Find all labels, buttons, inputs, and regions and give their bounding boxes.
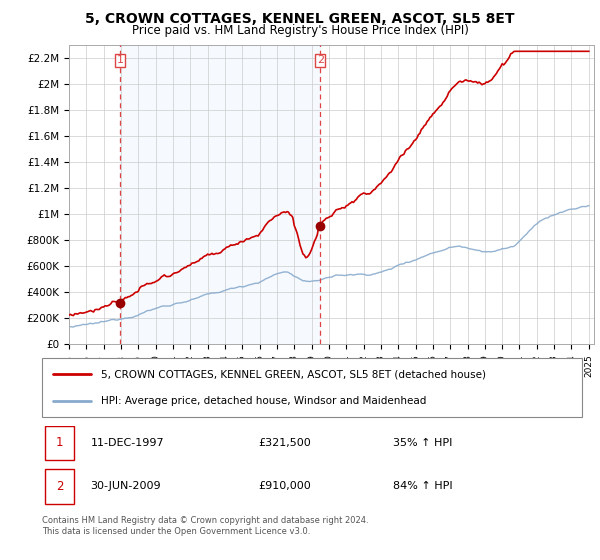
Bar xyxy=(45,426,74,460)
Text: £321,500: £321,500 xyxy=(258,438,311,448)
Text: HPI: Average price, detached house, Windsor and Maidenhead: HPI: Average price, detached house, Wind… xyxy=(101,396,427,407)
Text: 30-JUN-2009: 30-JUN-2009 xyxy=(91,482,161,491)
Text: 84% ↑ HPI: 84% ↑ HPI xyxy=(393,482,452,491)
Text: £910,000: £910,000 xyxy=(258,482,311,491)
Text: 1: 1 xyxy=(116,55,124,66)
Text: Contains HM Land Registry data © Crown copyright and database right 2024.
This d: Contains HM Land Registry data © Crown c… xyxy=(42,516,368,536)
Text: Price paid vs. HM Land Registry's House Price Index (HPI): Price paid vs. HM Land Registry's House … xyxy=(131,24,469,37)
Text: 5, CROWN COTTAGES, KENNEL GREEN, ASCOT, SL5 8ET (detached house): 5, CROWN COTTAGES, KENNEL GREEN, ASCOT, … xyxy=(101,369,487,379)
Text: 1: 1 xyxy=(56,436,64,450)
Bar xyxy=(120,45,320,344)
Bar xyxy=(45,469,74,504)
Text: 35% ↑ HPI: 35% ↑ HPI xyxy=(393,438,452,448)
Text: 2: 2 xyxy=(317,55,324,66)
Text: 2: 2 xyxy=(56,480,64,493)
Text: 5, CROWN COTTAGES, KENNEL GREEN, ASCOT, SL5 8ET: 5, CROWN COTTAGES, KENNEL GREEN, ASCOT, … xyxy=(85,12,515,26)
Text: 11-DEC-1997: 11-DEC-1997 xyxy=(91,438,164,448)
